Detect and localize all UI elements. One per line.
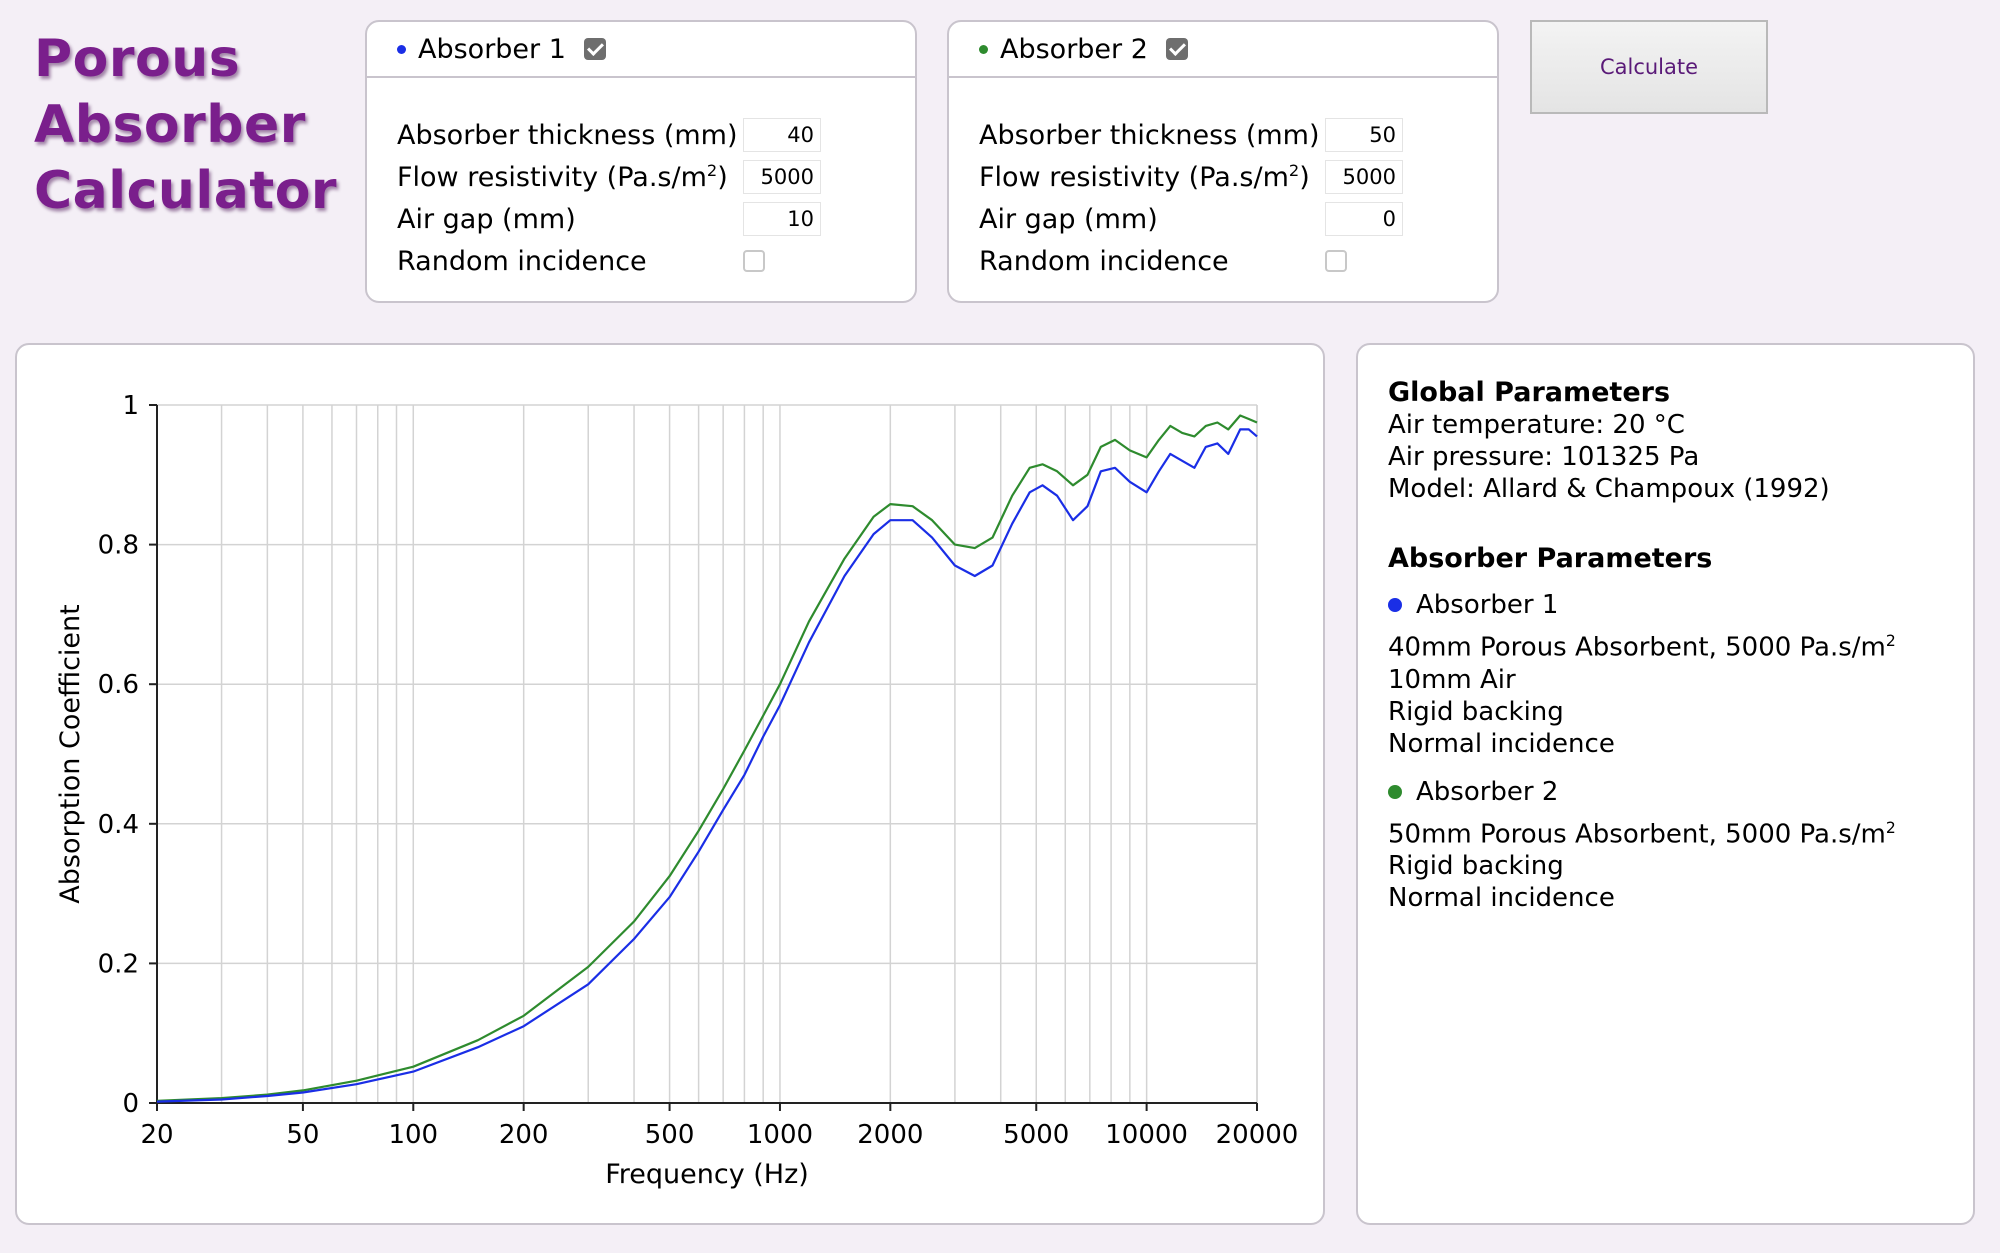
absorber2-flow-label-text: Flow resistivity (Pa.s/m	[979, 162, 1289, 193]
absorber1-random-row: Random incidence	[397, 240, 915, 282]
absorber2-panel: Absorber 2 Absorber thickness (mm) Flow …	[947, 20, 1499, 303]
absorber2-header: Absorber 2	[949, 22, 1497, 78]
air-temperature-text: Air temperature: 20 °C	[1388, 410, 1685, 440]
absorber2-enable-checkbox[interactable]	[1165, 38, 1188, 60]
absorber2-flow-input[interactable]	[1325, 160, 1403, 194]
y-tick-label: 0.2	[98, 949, 139, 979]
x-tick-label: 1000	[747, 1120, 813, 1150]
app-title: Porous Absorber Calculator	[34, 26, 338, 224]
absorber1-name: Absorber 1	[418, 33, 566, 65]
info-absorber1-line1-sup: 2	[1885, 632, 1896, 650]
y-tick-label: 1	[122, 391, 139, 421]
absorber1-thickness-label: Absorber thickness (mm)	[397, 119, 738, 151]
air-pressure-text: Air pressure: 101325 Pa	[1388, 442, 1700, 472]
absorber2-flow-label-sup: 2	[1288, 161, 1300, 180]
absorber2-random-checkbox[interactable]	[1325, 250, 1347, 272]
absorber1-panel: Absorber 1 Absorber thickness (mm) Flow …	[365, 20, 917, 303]
absorber1-enable-checkbox[interactable]	[583, 38, 606, 60]
info-absorber1-line3: Rigid backing	[1388, 696, 1564, 727]
x-tick-label: 500	[645, 1120, 695, 1150]
info-absorber2-line1: 50mm Porous Absorbent, 5000 Pa.s/m2	[1388, 812, 1973, 851]
x-tick-label: 2000	[857, 1120, 923, 1150]
absorber1-header: Absorber 1	[367, 22, 915, 78]
absorber2-flow-label: Flow resistivity (Pa.s/m2)	[979, 161, 1325, 193]
y-tick-label: 0	[122, 1089, 139, 1119]
absorber2-flow-label-close: )	[1299, 162, 1310, 193]
info-absorber2-title: Absorber 2	[1388, 776, 1973, 808]
info-absorber2-dot-icon	[1388, 784, 1402, 799]
absorber2-airgap-row: Air gap (mm)	[979, 198, 1497, 240]
absorber2-thickness-label: Absorber thickness (mm)	[979, 119, 1320, 151]
y-tick-label: 0.6	[98, 670, 139, 700]
absorber1-flow-input[interactable]	[743, 160, 821, 194]
info-absorber1-name: Absorber 1	[1416, 590, 1559, 620]
x-tick-label: 5000	[1003, 1120, 1069, 1150]
absorber-2-series-line	[156, 414, 1258, 1102]
absorption-chart: 0 0.2 0.4 0.6 0.8 1 20 50 100 200 500 1000 2000 5000 1…	[55, 391, 1299, 1190]
absorber2-thickness-row: Absorber thickness (mm)	[979, 114, 1497, 156]
x-axis-label: Frequency (Hz)	[605, 1159, 809, 1190]
y-tick-label: 0.4	[98, 810, 139, 840]
y-axis-label: Absorption Coefficient	[55, 604, 86, 903]
info-absorber1-line4: Normal incidence	[1388, 728, 1615, 759]
absorber1-flow-label-text: Flow resistivity (Pa.s/m	[397, 162, 707, 193]
absorber1-thickness-row: Absorber thickness (mm)	[397, 114, 915, 156]
info-absorber2-line3: Normal incidence	[1388, 883, 1615, 914]
info-absorber2-line1-text: 50mm Porous Absorbent, 5000 Pa.s/m	[1388, 819, 1886, 850]
absorber1-dot-icon	[397, 44, 406, 54]
absorber1-airgap-row: Air gap (mm)	[397, 198, 915, 240]
app-title-line2: Absorber	[34, 95, 306, 155]
absorber2-airgap-input[interactable]	[1325, 202, 1403, 236]
x-tick-label: 10000	[1105, 1120, 1188, 1150]
info-absorber1-line1: 40mm Porous Absorbent, 5000 Pa.s/m2	[1388, 625, 1973, 664]
global-parameters-heading: Global Parameters	[1388, 377, 1671, 408]
absorber1-airgap-label: Air gap (mm)	[397, 203, 576, 235]
y-tick-label: 0.8	[98, 531, 139, 561]
info-absorber2-name: Absorber 2	[1416, 776, 1559, 807]
x-tick-label: 20000	[1216, 1120, 1299, 1150]
absorber2-airgap-label: Air gap (mm)	[979, 203, 1158, 235]
x-tick-label: 50	[286, 1120, 319, 1150]
absorber2-dot-icon	[979, 44, 988, 54]
absorber1-random-checkbox[interactable]	[743, 250, 765, 272]
info-absorber1-title: Absorber 1	[1388, 589, 1973, 621]
info-absorber1-line1-text: 40mm Porous Absorbent, 5000 Pa.s/m	[1388, 632, 1886, 663]
info-absorber2-line1-sup: 2	[1885, 818, 1896, 837]
info-absorber1-line2: 10mm Air	[1388, 664, 1516, 695]
absorber2-flow-row: Flow resistivity (Pa.s/m2)	[979, 156, 1497, 198]
info-panel: Global Parameters Air temperature: 20 °C…	[1356, 343, 1975, 1225]
absorber1-flow-label-sup: 2	[706, 161, 718, 180]
absorber-1-series-line	[156, 428, 1258, 1103]
chart-panel: 0 0.2 0.4 0.6 0.8 1 20 50 100 200 500 1000 2000 5000 1…	[15, 343, 1325, 1225]
absorber2-name: Absorber 2	[1000, 33, 1148, 65]
x-tick-label: 200	[499, 1120, 549, 1150]
absorber2-thickness-input[interactable]	[1325, 118, 1403, 152]
absorber1-random-label: Random incidence	[397, 245, 647, 277]
absorber2-random-row: Random incidence	[979, 240, 1497, 282]
absorber1-thickness-input[interactable]	[743, 118, 821, 152]
info-absorber2-line2: Rigid backing	[1388, 851, 1564, 882]
calculate-button[interactable]: Calculate	[1530, 20, 1768, 114]
x-tick-label: 100	[388, 1120, 438, 1150]
absorber1-flow-row: Flow resistivity (Pa.s/m2)	[397, 156, 915, 198]
app-title-line1: Porous	[34, 29, 241, 89]
model-text: Model: Allard & Champoux (1992)	[1388, 474, 1830, 504]
absorber1-airgap-input[interactable]	[743, 202, 821, 236]
absorber2-random-label: Random incidence	[979, 245, 1229, 277]
info-absorber1-dot-icon	[1388, 598, 1402, 612]
x-tick-label: 20	[140, 1120, 173, 1150]
app-title-line3: Calculator	[34, 161, 338, 221]
absorber1-flow-label: Flow resistivity (Pa.s/m2)	[397, 161, 743, 193]
absorber1-flow-label-close: )	[717, 162, 728, 193]
absorber-parameters-heading: Absorber Parameters	[1388, 543, 1713, 574]
